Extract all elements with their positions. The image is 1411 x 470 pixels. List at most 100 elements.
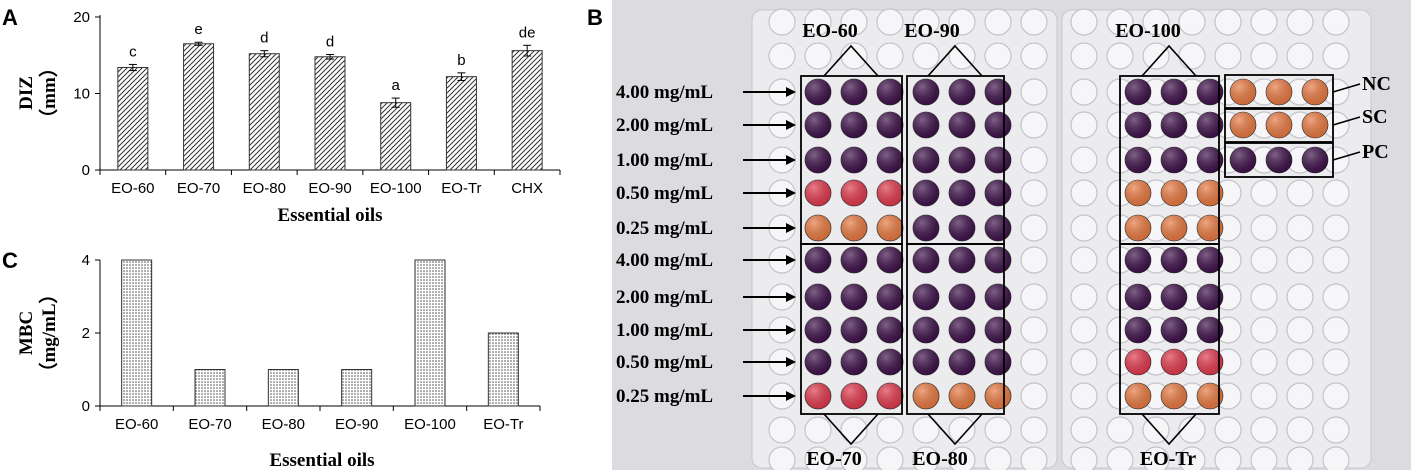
well-shade [913,112,939,138]
well-shade [949,215,975,241]
empty-well [876,42,904,70]
empty-well [912,8,940,36]
empty-well [1020,316,1048,344]
chartC-xtick-label: EO-100 [404,416,456,433]
well-shade [913,317,939,343]
empty-well [1020,382,1048,410]
chartA-significance-letter: a [392,77,401,94]
well-shade [841,284,867,310]
well-shade [1197,247,1223,273]
well-shade [1161,112,1187,138]
well-shade [985,349,1011,375]
chartA-bar [117,66,149,171]
well-shade [877,180,903,206]
group-callout [1141,44,1197,77]
empty-well [1250,382,1278,410]
well-shade [1230,147,1256,173]
empty-well [1178,416,1206,444]
well-shade [805,79,831,105]
well-shade [1197,147,1223,173]
chartC-bar [194,369,226,407]
chartA-significance-letter: d [260,30,268,47]
empty-well [1142,42,1170,70]
arrow-head [786,120,796,130]
empty-well [840,42,868,70]
arrow-head [786,325,796,335]
control-pointer [1332,83,1361,93]
empty-well [840,446,868,470]
empty-well [1322,179,1350,207]
well-shade [805,349,831,375]
well-shade [1161,349,1187,375]
well-shade [841,79,867,105]
empty-well [1214,42,1242,70]
empty-well [1322,416,1350,444]
chartA-significance-letter: b [457,52,465,69]
panel-letter-b: B [587,5,603,30]
group-callout [927,413,983,446]
group-callout [927,44,983,77]
empty-well [1214,446,1242,470]
group-label-top: EO-60 [802,20,858,42]
group-label-bottom: EO-80 [912,448,968,470]
empty-well [1070,316,1098,344]
empty-well [1106,416,1134,444]
empty-well [1020,446,1048,470]
empty-well [1250,246,1278,274]
group-callout [823,413,879,446]
chartA-ytick-label: 20 [73,9,90,26]
well-shade [1125,247,1151,273]
arrow-head [786,292,796,302]
arrow-head [786,87,796,97]
well-shade [985,215,1011,241]
well-shade [805,383,831,409]
well-shade [1302,79,1328,105]
empty-well [1178,8,1206,36]
empty-well [1286,382,1314,410]
chartC-bar [414,259,446,407]
chart-c-ylabel-unit: （mg/mL） [37,284,60,381]
well-shade [841,147,867,173]
concentration-label: 1.00 mg/mL [616,150,713,171]
empty-well [1020,246,1048,274]
empty-well [984,446,1012,470]
control-pointer [1332,151,1361,161]
chartA-xtick-label: EO-Tr [441,180,481,197]
well-shade [1125,79,1151,105]
well-shade [805,147,831,173]
chartC-xtick-label: EO-90 [335,416,378,433]
empty-well [1070,8,1098,36]
group-box-eo-tr [1119,243,1220,415]
chartC-xtick-label: EO-60 [115,416,158,433]
empty-well [1142,8,1170,36]
empty-well [1214,8,1242,36]
well-shade [805,215,831,241]
empty-well [1286,42,1314,70]
concentration-label: 4.00 mg/mL [616,250,713,271]
well-shade [1302,147,1328,173]
well-shade [985,317,1011,343]
chart-c: 0 2 4 EO-60 EO-70 EO-80 EO-90 EO-100 EO-Tr Esse… [16,252,541,470]
concentration-label: 4.00 mg/mL [616,82,713,103]
empty-well [1020,179,1048,207]
empty-well [1020,111,1048,139]
well-shade [985,247,1011,273]
well-shade [1302,112,1328,138]
arrow-head [786,155,796,165]
empty-well [1250,446,1278,470]
control-pointer [1332,116,1361,126]
empty-well [1250,42,1278,70]
empty-well [1070,416,1098,444]
empty-well [768,8,796,36]
empty-well [1070,348,1098,376]
empty-well [1286,214,1314,242]
well-shade [1125,349,1151,375]
chartA-significance-letter: c [129,43,137,60]
well-shade [1125,317,1151,343]
concentration-label: 1.00 mg/mL [616,320,713,341]
empty-well [948,42,976,70]
empty-well [1286,316,1314,344]
control-label-pc: PC [1362,141,1389,163]
empty-well [1286,8,1314,36]
chartA-bar [511,50,543,171]
